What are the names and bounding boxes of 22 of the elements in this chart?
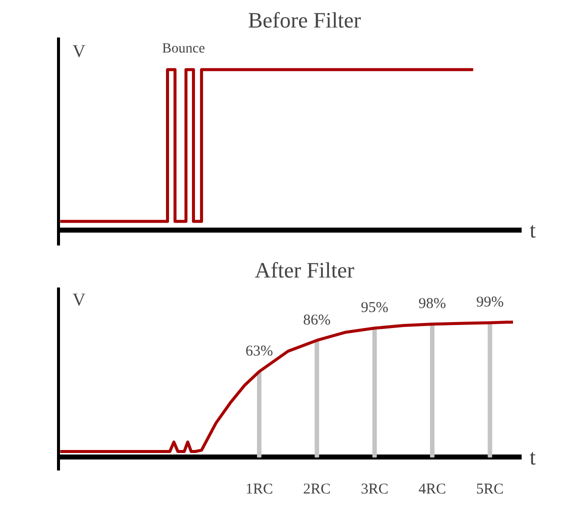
bar	[256, 371, 262, 458]
x-tick-label: 5RC	[476, 482, 504, 498]
bar	[314, 340, 320, 458]
x-axis-title: t	[530, 218, 536, 243]
x-tick-label: 1RC	[245, 482, 273, 498]
text: Bounce	[162, 42, 205, 56]
data-label: 99%	[476, 294, 504, 311]
y-axis-title: V	[72, 40, 86, 61]
chart-title: After Filter	[254, 258, 355, 282]
data-label: 63%	[245, 344, 273, 360]
data-label: 98%	[418, 296, 446, 312]
x-tick-label: 2RC	[303, 482, 331, 498]
x-tick-label: 4RC	[418, 482, 446, 498]
bar	[372, 328, 377, 458]
data-label: 86%	[303, 312, 331, 328]
data-label: 95%	[360, 300, 388, 316]
x-tick-label: 3RC	[360, 482, 388, 498]
bar	[488, 322, 492, 458]
x-axis-title: t	[530, 444, 536, 470]
bar	[430, 324, 434, 458]
y-axis-title: V	[72, 289, 86, 310]
chart-title: Before Filter	[248, 8, 362, 32]
